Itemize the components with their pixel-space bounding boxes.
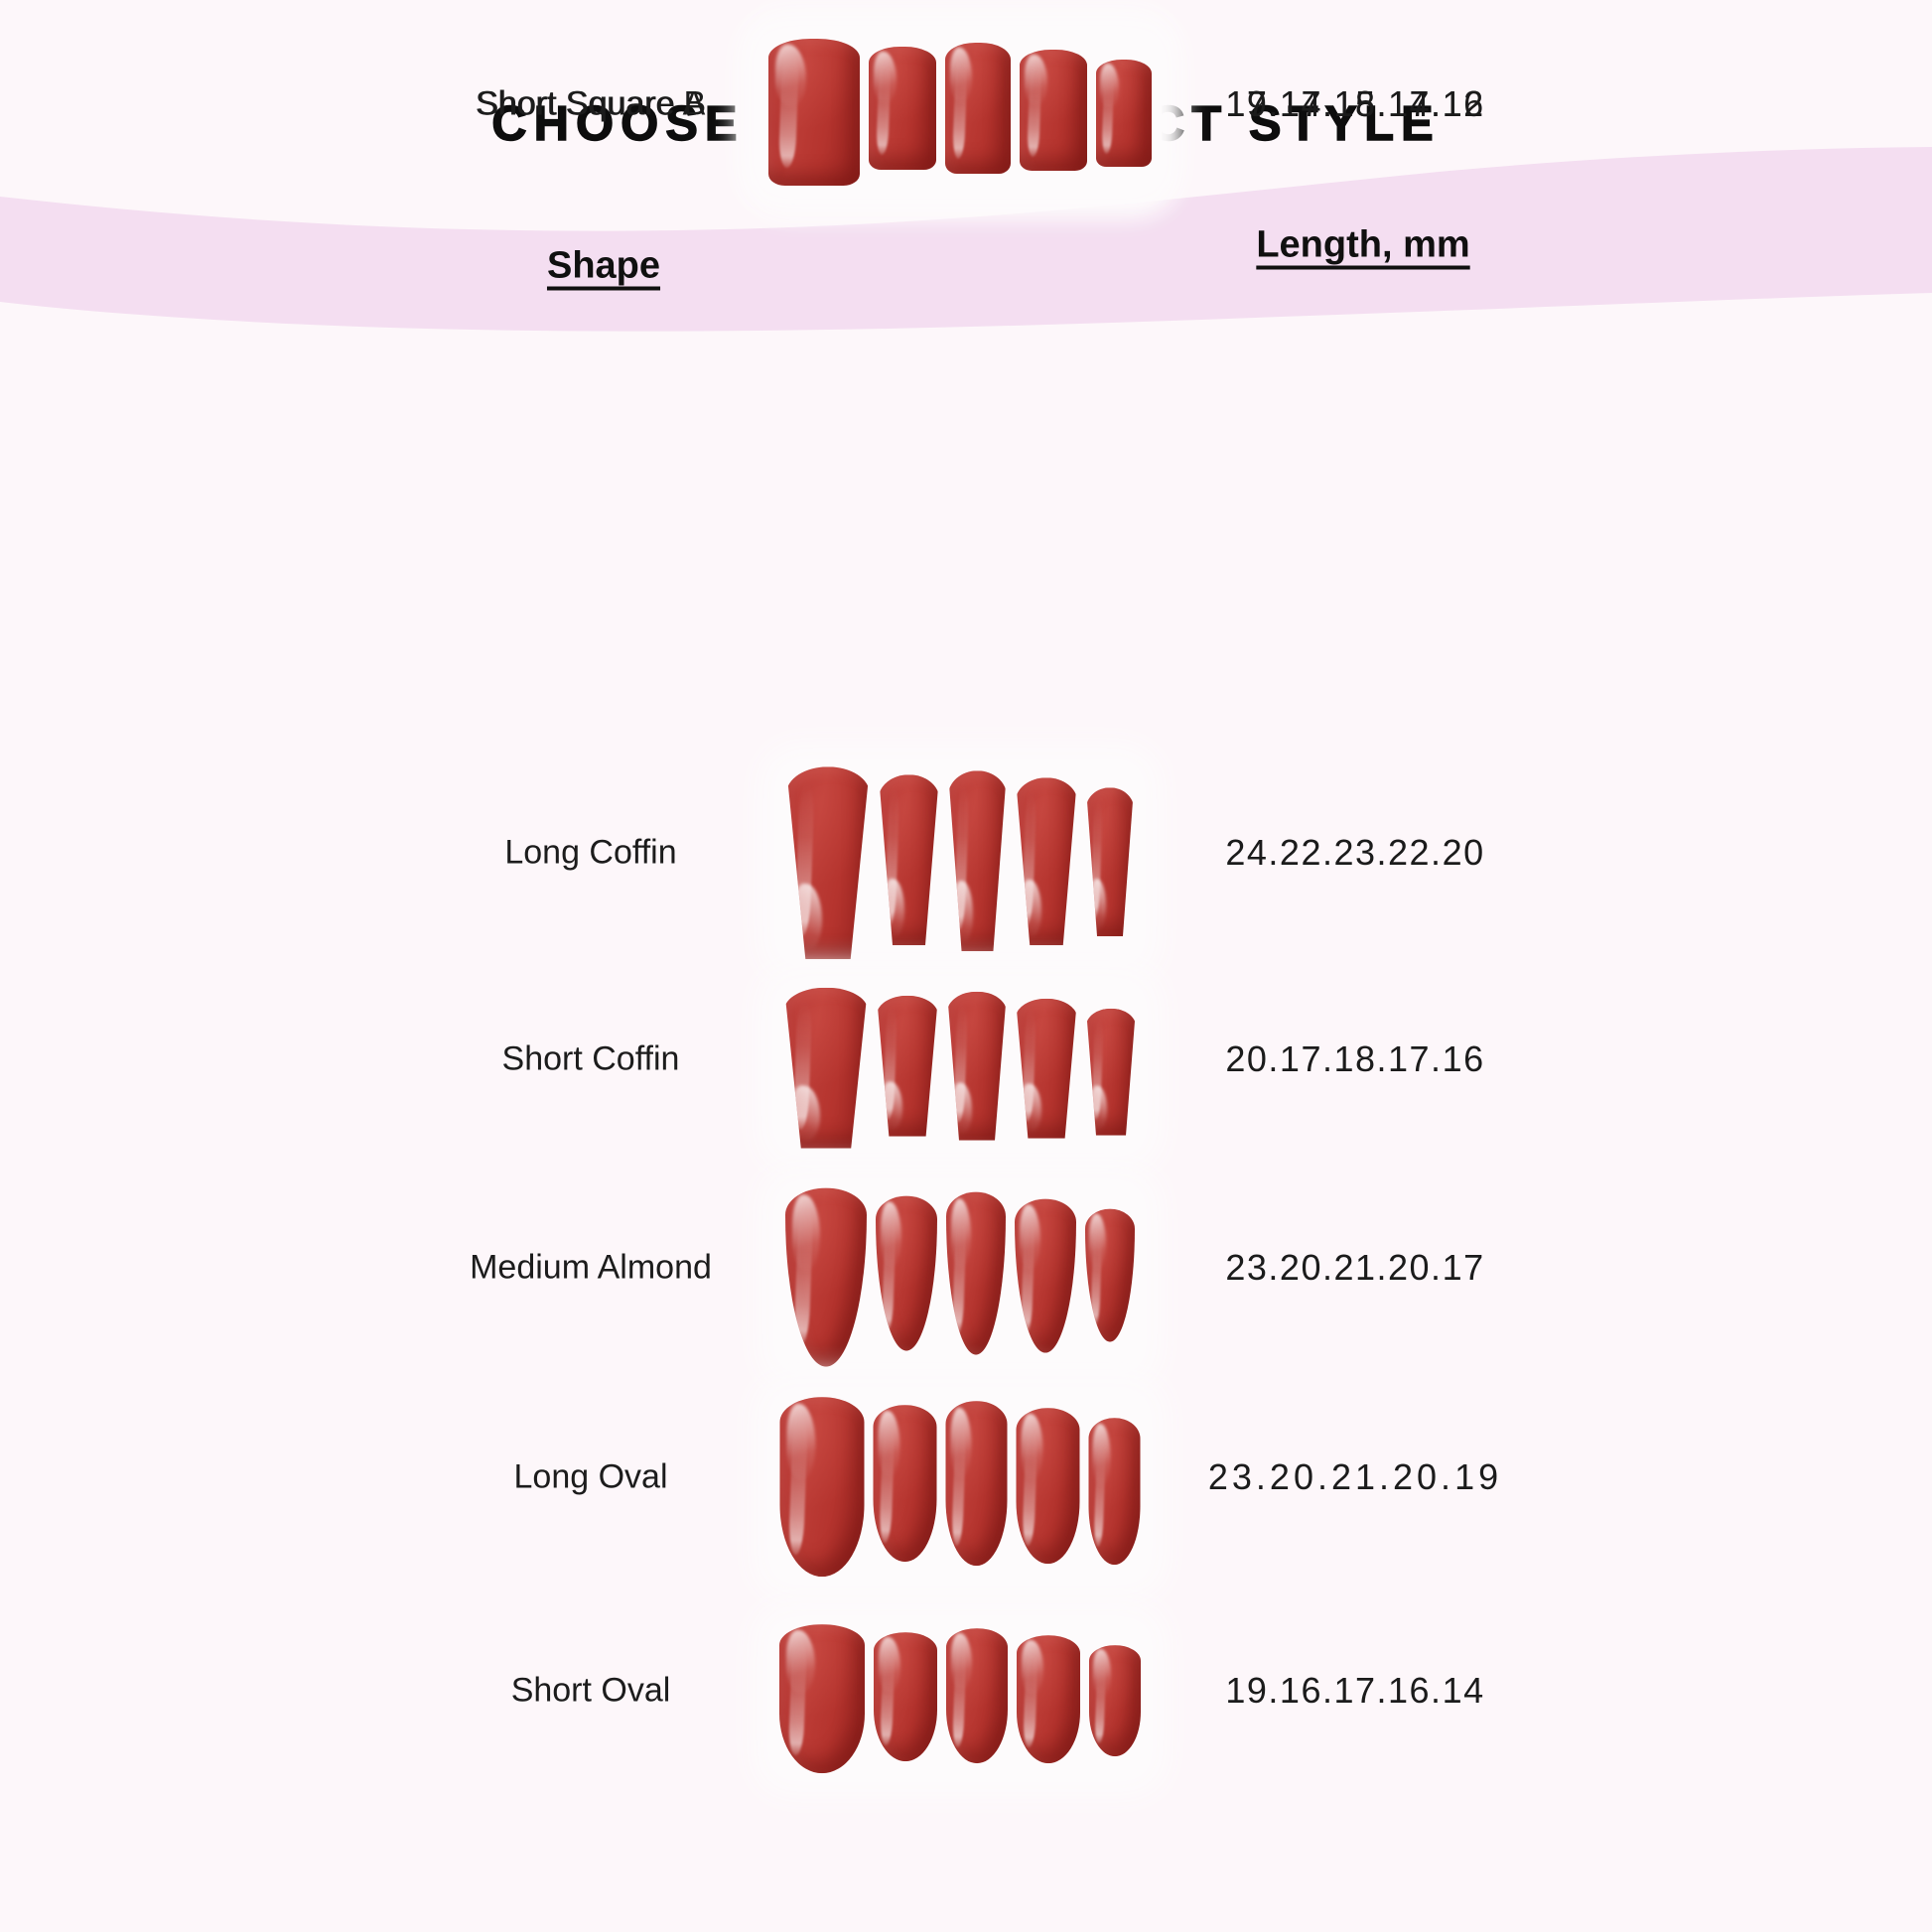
nail-thumb [786,766,870,960]
nail-pinky [1088,1418,1141,1566]
nail-index [879,774,939,946]
style-row-long-coffin: Long Coffin 24.22.23.22.20 [0,749,1932,966]
wave-band-path [0,147,1932,332]
nail-ring [1016,998,1077,1139]
nail-middle [946,1191,1006,1355]
shape-label: Short Square A [476,84,706,123]
nail-middle [945,1401,1008,1567]
nail-index [869,47,936,170]
length-values: 19.17.18.17.16 [1225,83,1485,124]
nail-pinky [1089,1645,1141,1757]
nail-pinky [1086,1008,1136,1136]
nail-index [876,1195,937,1351]
nail-ring [1016,777,1077,946]
style-row-long-oval: Long Oval 23.20.21.20.19 [0,1373,1932,1584]
nail-thumb [779,1397,865,1578]
nail-middle [945,43,1011,174]
style-row-short-square-b: Short Square B 17.14.15.14.12 [0,0,1932,208]
nail-ring [1016,1408,1080,1565]
nail-photo-medium-almond [775,1181,1145,1373]
nail-photo-short-coffin [774,981,1146,1155]
wave-band-decoration [0,147,1932,332]
shape-label: Medium Almond [470,1248,712,1287]
length-values: 23.20.21.20.17 [1225,1247,1485,1288]
nail-thumb [768,39,860,186]
style-row-medium-almond: Medium Almond 23.20.21.20.17 [0,1164,1932,1373]
column-header-shape: Shape [546,244,661,287]
nail-index [877,995,938,1137]
shape-label: Short Oval [510,1671,671,1710]
nail-middle [947,991,1007,1141]
nail-thumb [784,987,868,1149]
shape-label: Short Coffin [501,1039,680,1078]
length-values: 19.16.17.16.14 [1225,1670,1485,1711]
nail-middle [948,770,1007,952]
nail-pinky [1085,1208,1135,1342]
nail-photo-short-oval [769,1618,1151,1780]
length-values: 20.17.18.17.16 [1225,1038,1485,1079]
length-values: 23.20.21.20.19 [1207,1456,1503,1497]
style-row-short-coffin: Short Coffin 20.17.18.17.16 [0,955,1932,1164]
nail-pinky [1096,60,1152,167]
nail-thumb [779,1624,865,1774]
nail-index [873,1405,937,1563]
length-values: 24.22.23.22.20 [1225,832,1485,873]
shape-label: Short Square B [475,84,707,123]
length-values: 17.14.15.14.12 [1225,83,1485,124]
nail-middle [946,1628,1008,1764]
nail-ring [1020,50,1087,171]
nail-ring [1015,1198,1076,1353]
nail-thumb [785,1187,867,1367]
nail-photo-long-oval [769,1391,1151,1584]
column-header-length: Length, mm [1256,223,1470,266]
nail-photo-long-coffin [776,760,1144,966]
nail-pinky [1086,787,1134,937]
shape-label: Long Oval [513,1457,668,1496]
shape-label: Long Coffin [504,833,677,872]
style-row-short-oval: Short Oval 19.16.17.16.14 [0,1587,1932,1795]
nail-photo-short-square-b [759,33,1162,192]
nail-index [874,1632,937,1762]
nail-ring [1017,1635,1080,1764]
